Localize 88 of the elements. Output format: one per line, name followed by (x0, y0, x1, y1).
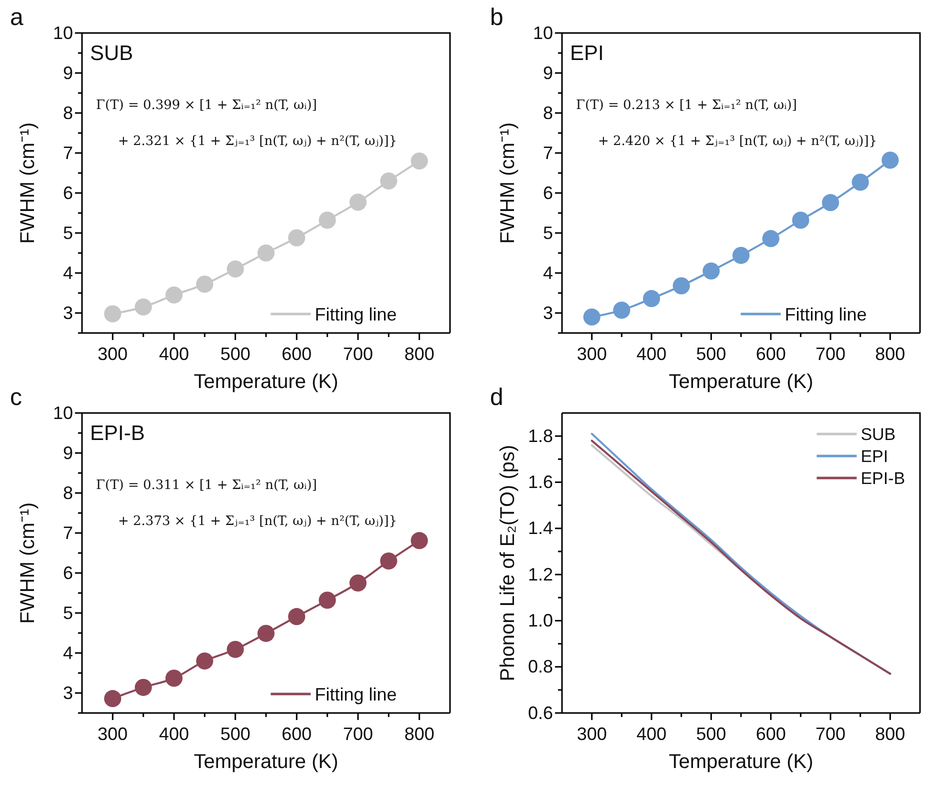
x-tick-label: 800 (404, 724, 434, 744)
y-tick-label: 6 (542, 182, 553, 203)
y-tick-label: 7 (542, 142, 553, 163)
annotation: Γ(T) = 0.399 × [1 + Σᵢ₌₁² n(T, ωᵢ)] (96, 98, 317, 113)
x-tick-label: 500 (220, 724, 250, 744)
y-tick-label: 5 (62, 222, 73, 243)
y-tick-label: 5 (62, 602, 73, 623)
x-tick-label: 600 (282, 344, 312, 364)
y-tick-label: 9 (542, 62, 553, 83)
y-tick-label: 10 (52, 22, 73, 43)
x-tick-label: 300 (98, 344, 128, 364)
annotation: Γ(T) = 0.213 × [1 + Σᵢ₌₁² n(T, ωᵢ)] (576, 98, 797, 113)
legend-label: SUB (860, 424, 896, 444)
annotation: + 2.420 × {1 + Σⱼ₌₁³ [n(T, ωⱼ) + n²(T, ωⱼ)]} (598, 134, 878, 149)
x-tick-label: 500 (696, 724, 726, 744)
point (882, 152, 899, 169)
y-axis-title: Phonon Life of E₂(TO) (ps) (497, 444, 519, 682)
annotation: EPI (570, 42, 604, 65)
y-tick-label: 1.2 (528, 564, 553, 584)
y-tick-label: 3 (62, 682, 73, 703)
point (104, 305, 122, 322)
x-tick-label: 800 (875, 344, 906, 364)
x-tick-label: 600 (282, 724, 312, 744)
x-axis-title: Temperature (K) (668, 751, 814, 773)
y-tick-label: 1.8 (528, 426, 553, 446)
x-tick-label: 400 (158, 724, 190, 744)
text: d (490, 384, 504, 411)
y-tick-label: 4 (542, 262, 553, 283)
x-tick-label: 600 (756, 344, 786, 364)
x-tick-label: 700 (815, 344, 846, 364)
y-tick-label: 6 (62, 182, 73, 203)
y-tick-label: 7 (62, 142, 73, 163)
y-tick-label: 0.8 (528, 656, 553, 677)
y-tick-label: 4 (62, 642, 73, 663)
y-tick-label: 8 (62, 482, 73, 503)
y-tick-label: 3 (542, 302, 553, 323)
x-tick-label: 400 (636, 344, 667, 364)
y-tick-label: 1.6 (528, 472, 553, 492)
annotation: EPI-B (90, 422, 145, 445)
annotation: + 2.373 × {1 + Σⱼ₌₁³ [n(T, ωⱼ) + n²(T, ωⱼ)]} (118, 514, 398, 529)
x-tick-label: 800 (404, 344, 434, 364)
x-tick-label: 400 (636, 724, 667, 744)
y-tick-label: 1.4 (528, 518, 553, 538)
point (104, 690, 122, 708)
y-tick-label: 10 (532, 22, 553, 43)
legend-label: EPI-B (860, 468, 906, 488)
text: b (490, 4, 504, 31)
point (583, 308, 600, 326)
x-tick-label: 300 (576, 724, 607, 744)
y-tick-label: 5 (542, 222, 553, 243)
y-tick-label: 3 (62, 302, 73, 323)
x-axis-title: Temperature (K) (194, 751, 338, 773)
x-axis-title: Temperature (K) (668, 371, 814, 393)
point (410, 152, 428, 170)
x-tick-label: 800 (875, 724, 906, 744)
x-tick-label: 600 (756, 724, 786, 744)
x-axis-title: Temperature (K) (194, 371, 338, 393)
x-tick-label: 300 (576, 344, 607, 364)
x-tick-label: 300 (98, 724, 128, 744)
point (410, 532, 428, 550)
y-tick-label: 7 (62, 522, 73, 543)
legend-label: Fitting line (784, 304, 867, 324)
x-tick-label: 700 (342, 344, 374, 364)
x-tick-label: 500 (220, 344, 250, 364)
y-axis-title: FWHM (cm⁻¹) (497, 122, 519, 244)
annotation: + 2.321 × {1 + Σⱼ₌₁³ [n(T, ωⱼ) + n²(T, ωⱼ)]} (118, 134, 398, 149)
text: a (10, 4, 24, 31)
x-tick-label: 700 (815, 724, 846, 744)
x-tick-label: 500 (696, 344, 726, 364)
y-tick-label: 8 (62, 102, 73, 123)
y-tick-label: 4 (62, 262, 73, 283)
y-tick-label: 6 (62, 562, 73, 583)
annotation: Γ(T) = 0.311 × [1 + Σᵢ₌₁² n(T, ωᵢ)] (96, 478, 317, 493)
text: c (10, 384, 22, 411)
annotation: SUB (90, 42, 134, 65)
legend-label: EPI (860, 446, 888, 466)
legend-label: Fitting line (314, 304, 397, 324)
y-tick-label: 10 (52, 402, 73, 423)
legend-label: Fitting line (314, 684, 397, 704)
y-axis-title: FWHM (cm⁻¹) (17, 122, 39, 244)
y-tick-label: 1.0 (528, 610, 553, 630)
y-tick-label: 0.6 (528, 702, 553, 723)
x-tick-label: 700 (342, 724, 374, 744)
y-tick-label: 9 (62, 442, 73, 463)
y-axis-title: FWHM (cm⁻¹) (17, 502, 39, 624)
y-tick-label: 8 (542, 102, 553, 123)
x-tick-label: 400 (158, 344, 190, 364)
y-tick-label: 9 (62, 62, 73, 83)
